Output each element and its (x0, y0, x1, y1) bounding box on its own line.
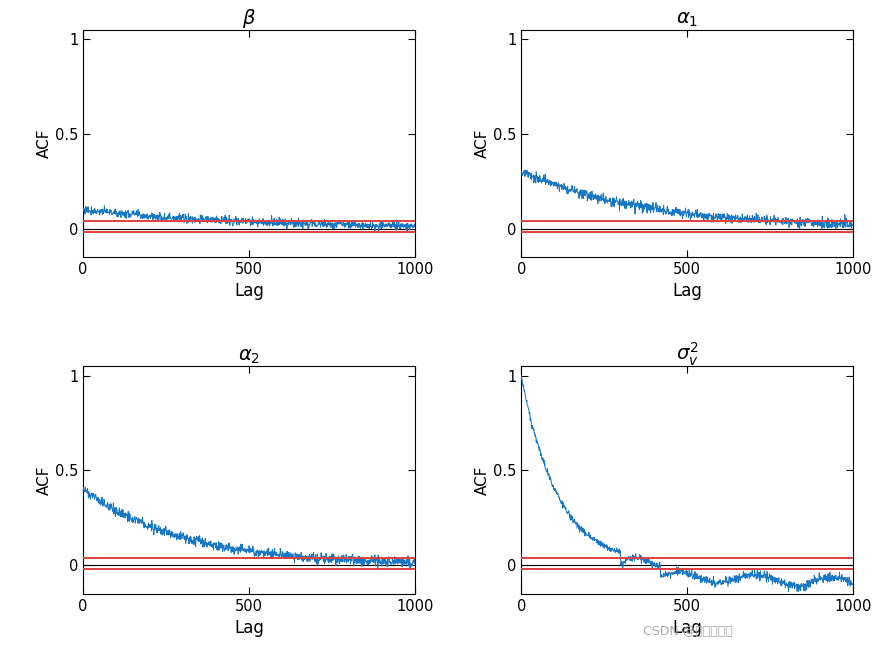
Y-axis label: ACF: ACF (475, 129, 490, 158)
Y-axis label: ACF: ACF (37, 129, 52, 158)
X-axis label: Lag: Lag (234, 619, 264, 637)
Y-axis label: ACF: ACF (37, 465, 52, 495)
Title: $\beta$: $\beta$ (242, 7, 256, 30)
X-axis label: Lag: Lag (672, 283, 702, 300)
Title: $\alpha_2$: $\alpha_2$ (238, 347, 260, 366)
Title: $\alpha_1$: $\alpha_1$ (676, 10, 698, 30)
X-axis label: Lag: Lag (234, 283, 264, 300)
Text: CSDN @拓端研究室: CSDN @拓端研究室 (643, 625, 733, 638)
X-axis label: Lag: Lag (672, 619, 702, 637)
Y-axis label: ACF: ACF (475, 465, 490, 495)
Title: $\sigma_v^2$: $\sigma_v^2$ (676, 341, 698, 368)
